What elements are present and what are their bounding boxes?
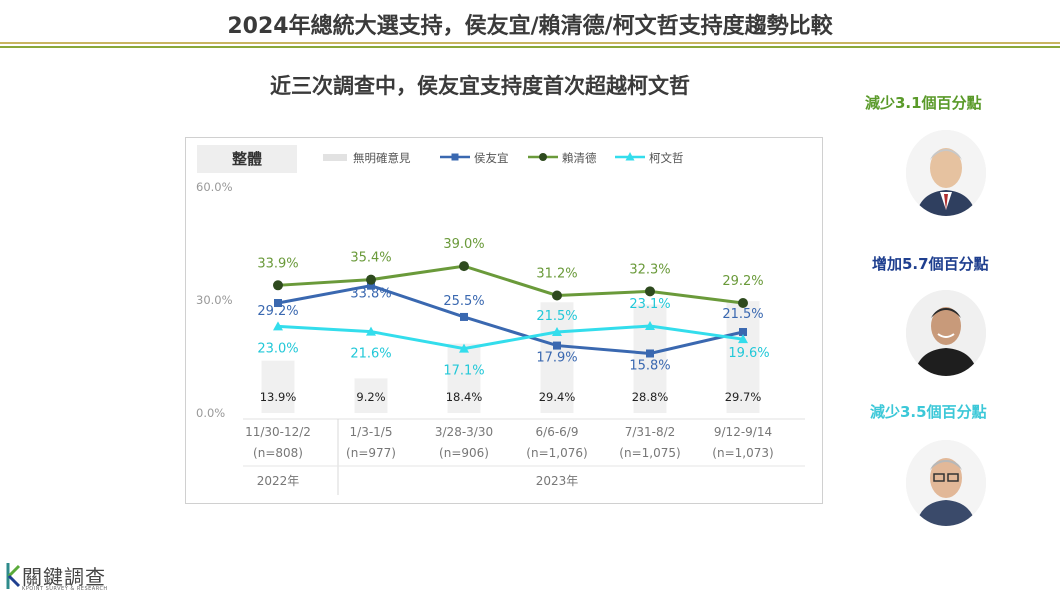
- data-label: 39.0%: [443, 237, 484, 252]
- legend-marker-3: [625, 152, 635, 161]
- bar-value-label: 29.7%: [725, 390, 762, 404]
- bar-value-label: 18.4%: [446, 390, 483, 404]
- legend-label-2: 賴清德: [562, 151, 597, 165]
- point-marker: [645, 320, 655, 330]
- bar-no-opinion: [447, 343, 481, 413]
- data-label: 15.8%: [629, 358, 670, 373]
- point-marker: [274, 299, 282, 308]
- data-label: 21.6%: [350, 347, 391, 362]
- point-marker: [273, 321, 283, 331]
- brand-logo-icon: [4, 561, 22, 595]
- data-label: 21.5%: [722, 307, 763, 322]
- series-line-0: [277, 284, 744, 356]
- data-label: 33.9%: [257, 256, 298, 271]
- sample-size-label: (n=906): [439, 446, 489, 460]
- sample-size-label: (n=1,076): [526, 446, 587, 460]
- legend-swatch-0: [323, 154, 347, 161]
- data-label: 31.2%: [536, 266, 577, 281]
- lai-portrait: [906, 130, 986, 216]
- data-label: 21.5%: [536, 309, 577, 324]
- point-marker: [273, 280, 283, 291]
- point-marker: [459, 343, 469, 353]
- x-tick-label: 6/6-6/9: [536, 425, 579, 439]
- data-label: 32.3%: [629, 262, 670, 277]
- data-label: 23.1%: [629, 297, 670, 312]
- year-label: 2023年: [536, 474, 579, 488]
- point-marker: [552, 327, 562, 337]
- bar-no-opinion: [540, 302, 574, 413]
- y-tick-label: 0.0%: [196, 406, 225, 420]
- legend-marker-1: [451, 153, 459, 161]
- panel-label-box: [197, 145, 297, 173]
- lai-change-note: 減少3.1個百分點: [865, 94, 982, 112]
- bar-no-opinion: [354, 378, 388, 413]
- series-line-2: [277, 324, 744, 351]
- trend-chart: 整體 無明確意見 侯友宜 賴清德 柯文哲 0.0% 30.0% 60.0% 13.9% 9.2% 1…: [196, 145, 805, 495]
- x-tick-label: 1/3-1/5: [350, 425, 393, 439]
- point-marker: [738, 298, 748, 309]
- sample-size-label: (n=808): [253, 446, 303, 460]
- point-marker: [367, 281, 375, 290]
- legend-label-1: 侯友宜: [474, 151, 509, 165]
- bar-value-label: 9.2%: [356, 390, 385, 404]
- sample-size-label: (n=977): [346, 446, 396, 460]
- legend-marker-2: [539, 153, 547, 161]
- x-tick-label: 7/31-8/2: [625, 425, 676, 439]
- title-divider-top: [0, 42, 1060, 44]
- point-marker: [645, 286, 655, 297]
- point-marker: [460, 312, 468, 321]
- data-label: 19.6%: [728, 346, 769, 361]
- legend-label-3: 柯文哲: [649, 151, 684, 165]
- ko-portrait: [906, 440, 986, 526]
- x-tick-label: 3/28-3/30: [435, 425, 493, 439]
- point-marker: [646, 349, 654, 358]
- bar-value-label: 29.4%: [539, 390, 576, 404]
- title-divider-bottom: [0, 46, 1060, 48]
- point-marker: [553, 341, 561, 350]
- bar-no-opinion: [261, 360, 295, 413]
- page-title: 2024年總統大選支持，侯友宜/賴清德/柯文哲支持度趨勢比較: [227, 14, 833, 39]
- data-label: 25.5%: [443, 294, 484, 309]
- x-tick-label: 9/12-9/14: [714, 425, 772, 439]
- bar-value-label: 13.9%: [260, 390, 297, 404]
- ko-change-note: 減少3.5個百分點: [870, 403, 987, 421]
- data-label: 17.9%: [536, 351, 577, 366]
- data-label: 17.1%: [443, 364, 484, 379]
- bar-no-opinion: [726, 301, 760, 413]
- data-label: 23.0%: [257, 341, 298, 356]
- y-tick-label: 30.0%: [196, 293, 233, 307]
- chart-frame: [185, 137, 823, 504]
- sample-size-label: (n=1,073): [712, 446, 773, 460]
- data-label: 33.8%: [350, 287, 391, 302]
- data-label: 29.2%: [257, 304, 298, 319]
- bar-value-label: 28.8%: [632, 390, 669, 404]
- data-label: 29.2%: [722, 274, 763, 289]
- series-line-1: [277, 264, 744, 305]
- point-marker: [738, 334, 748, 344]
- year-label: 2022年: [257, 474, 300, 488]
- data-label: 35.4%: [350, 251, 391, 266]
- brand-name: 關鍵調查: [22, 565, 106, 589]
- point-marker: [366, 326, 376, 336]
- sample-size-label: (n=1,075): [619, 446, 680, 460]
- chart-subtitle: 近三次調查中，侯友宜支持度首次超越柯文哲: [270, 74, 690, 98]
- point-marker: [552, 290, 562, 301]
- panel-label: 整體: [232, 150, 262, 168]
- point-marker: [366, 274, 376, 285]
- legend-label-0: 無明確意見: [353, 151, 411, 165]
- hou-change-note: 增加5.7個百分點: [872, 255, 989, 273]
- brand-tagline: KPOINT SURVEY & RESEARCH: [22, 586, 108, 592]
- x-tick-label: 11/30-12/2: [245, 425, 311, 439]
- y-tick-label: 60.0%: [196, 180, 233, 194]
- hou-portrait: [906, 290, 986, 376]
- point-marker: [459, 261, 469, 272]
- point-marker: [739, 328, 747, 337]
